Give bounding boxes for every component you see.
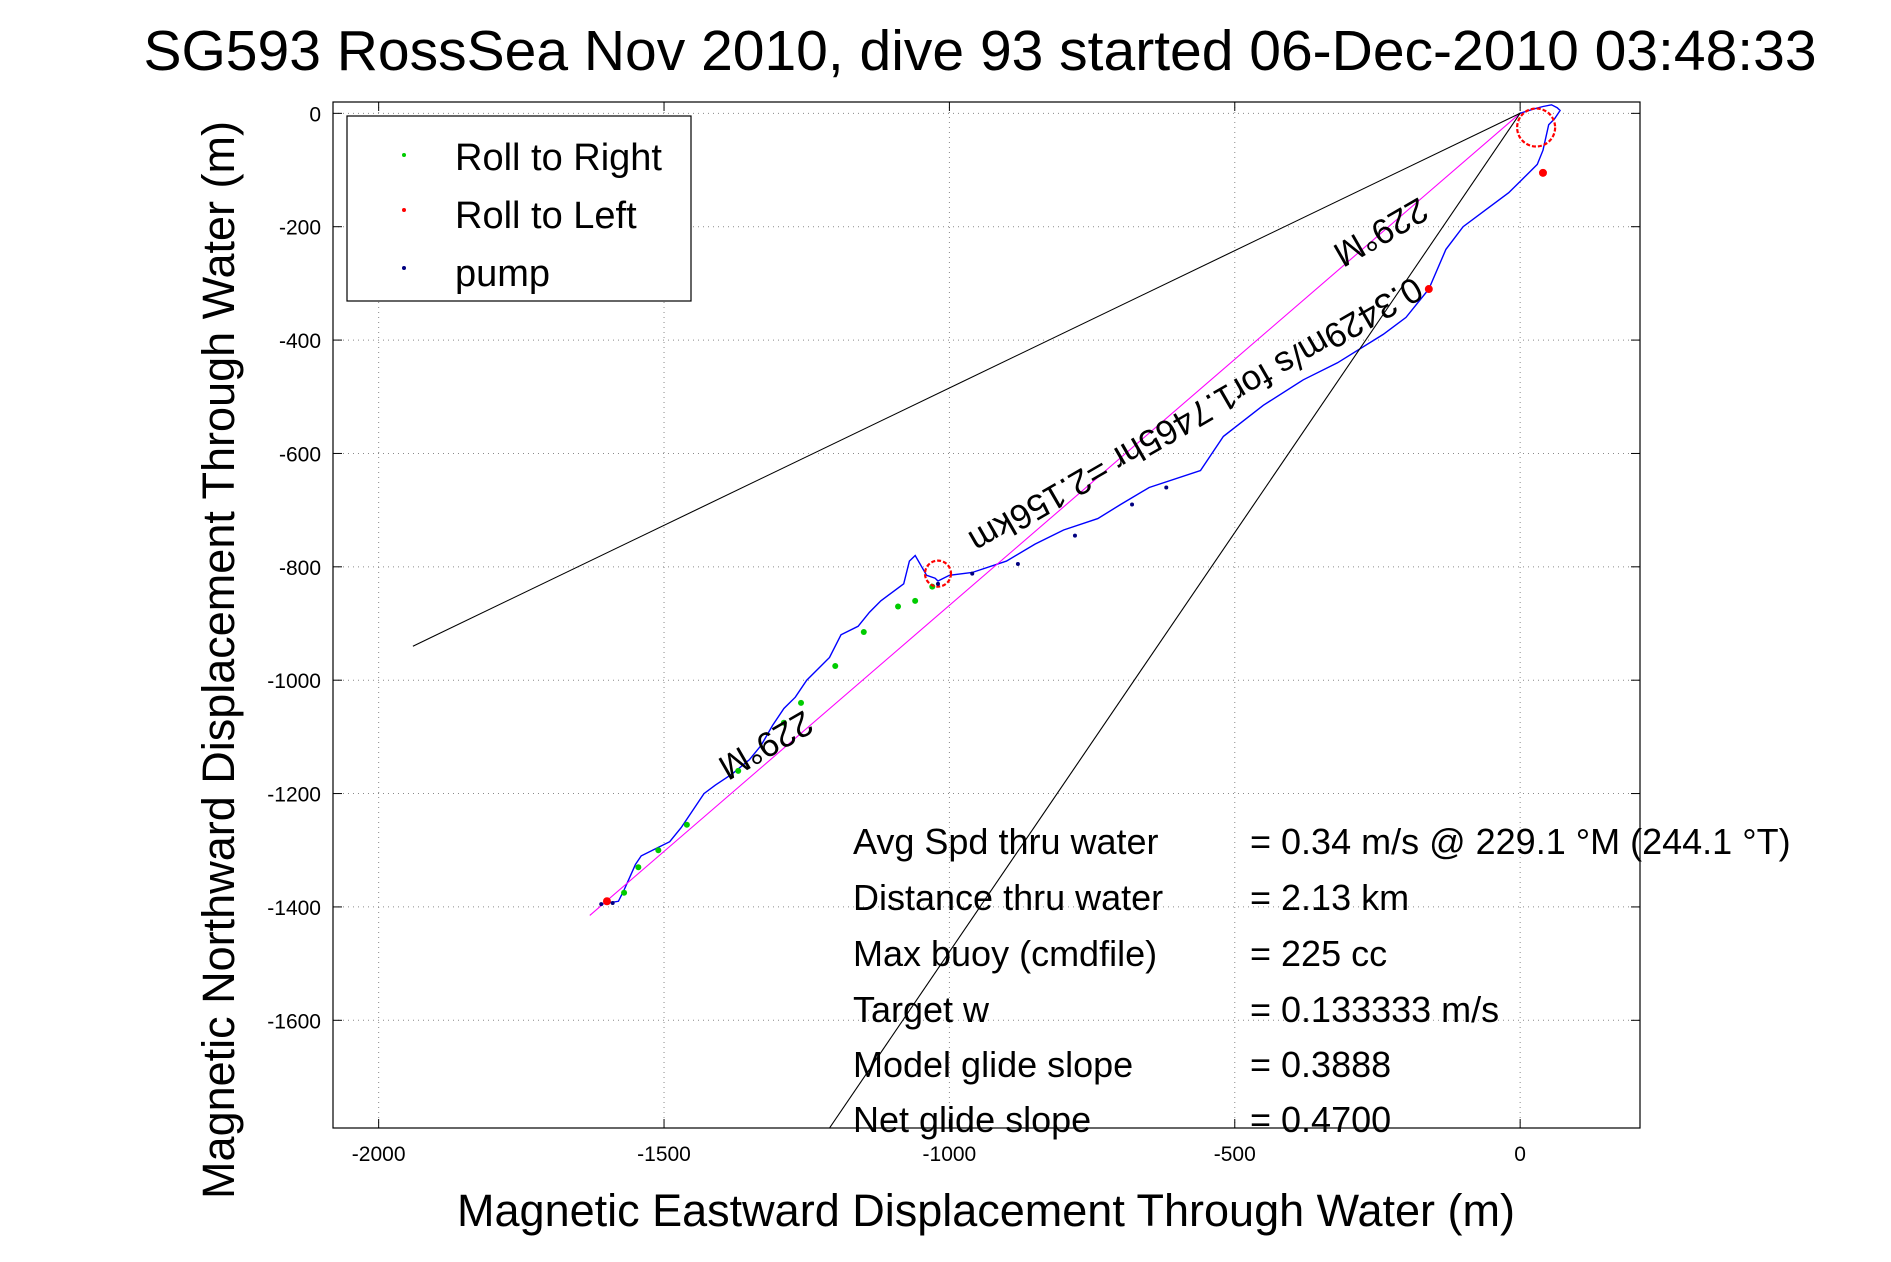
x-tick-label: -2000 xyxy=(352,1143,406,1166)
roll-right-point xyxy=(780,719,787,726)
pump-point xyxy=(970,571,975,576)
pump-point xyxy=(1164,485,1169,490)
stats-block: Avg Spd thru water = 0.34 m/s @ 229.1 °M… xyxy=(853,821,1791,1140)
roll-left-point xyxy=(1424,285,1433,294)
stat-value-distance: = 2.13 km xyxy=(1250,877,1409,918)
plot-frame xyxy=(332,101,1641,1129)
series-markers xyxy=(599,107,1557,907)
x-axis-label: Magnetic Eastward Displacement Through W… xyxy=(457,1185,1515,1236)
stat-label-max-buoy: Max buoy (cmdfile) xyxy=(853,933,1157,974)
pump-point xyxy=(599,902,604,907)
legend-label-roll-right: Roll to Right xyxy=(455,137,662,179)
pump-point xyxy=(935,581,940,586)
y-tick-label: -1400 xyxy=(267,897,321,920)
y-tick-label: -800 xyxy=(279,557,321,580)
stat-value-target-w: = 0.133333 m/s xyxy=(1250,989,1499,1030)
stat-value-model-glide-slope: = 0.3888 xyxy=(1250,1044,1391,1085)
roll-left-point xyxy=(1538,168,1547,177)
legend-label-roll-left: Roll to Left xyxy=(455,195,637,237)
series-line-track xyxy=(601,104,1562,905)
y-tick-label: -1200 xyxy=(267,784,321,807)
legend: Roll to Right Roll to Left pump xyxy=(346,115,692,302)
axis-ticks: -2000 -1500 -1000 -500 0 0 -200 -400 -600 -800 -10… xyxy=(267,102,1640,1166)
roll-right-point xyxy=(635,864,642,871)
series-line-cone-lower xyxy=(829,112,1521,1128)
legend-marker-pump xyxy=(402,266,406,270)
roll-right-point xyxy=(895,603,902,610)
roll-left-loop xyxy=(923,559,953,588)
pump-point xyxy=(1015,561,1020,566)
legend-marker-roll-left xyxy=(402,208,406,212)
roll-left-loop xyxy=(1516,107,1557,148)
roll-right-point xyxy=(621,889,628,896)
pump-point xyxy=(610,900,615,905)
stat-value-net-glide-slope: = 0.4700 xyxy=(1250,1099,1391,1140)
y-tick-label: -400 xyxy=(279,330,321,353)
legend-marker-roll-right xyxy=(402,153,406,157)
y-tick-label: -200 xyxy=(279,217,321,240)
chart-title: SG593 RossSea Nov 2010, dive 93 started … xyxy=(143,19,1816,83)
legend-label-pump: pump xyxy=(455,253,550,295)
series-line-heading-line xyxy=(589,112,1521,916)
stat-value-avg-speed: = 0.34 m/s @ 229.1 °M (244.1 °T) xyxy=(1250,821,1791,862)
roll-left-point xyxy=(602,897,611,906)
stat-label-target-w: Target w xyxy=(853,989,990,1030)
x-tick-label: 0 xyxy=(1514,1143,1526,1166)
x-tick-label: -500 xyxy=(1214,1143,1256,1166)
y-tick-label: 0 xyxy=(309,103,321,126)
pump-point xyxy=(1072,533,1077,538)
y-tick-label: -1600 xyxy=(267,1010,321,1033)
stat-label-net-glide-slope: Net glide slope xyxy=(853,1099,1091,1140)
x-tick-label: -1000 xyxy=(923,1143,977,1166)
y-axis-label: Magnetic Northward Displacement Through … xyxy=(193,121,244,1199)
roll-right-point xyxy=(832,663,839,670)
stat-label-avg-speed: Avg Spd thru water xyxy=(853,821,1159,862)
y-tick-label: -1000 xyxy=(267,670,321,693)
series-lines xyxy=(412,104,1562,1128)
roll-right-point xyxy=(735,767,742,774)
y-tick-label: -600 xyxy=(279,443,321,466)
roll-right-point xyxy=(683,821,690,828)
x-tick-label: -1500 xyxy=(637,1143,691,1166)
roll-right-point xyxy=(912,597,919,604)
roll-right-point xyxy=(860,629,867,636)
stat-label-model-glide-slope: Model glide slope xyxy=(853,1044,1133,1085)
pump-point xyxy=(1130,502,1135,507)
stat-value-max-buoy: = 225 cc xyxy=(1250,933,1387,974)
series-line-cone-upper xyxy=(412,112,1521,647)
roll-right-point xyxy=(798,699,805,706)
stat-label-distance: Distance thru water xyxy=(853,877,1163,918)
roll-right-point xyxy=(655,847,662,854)
